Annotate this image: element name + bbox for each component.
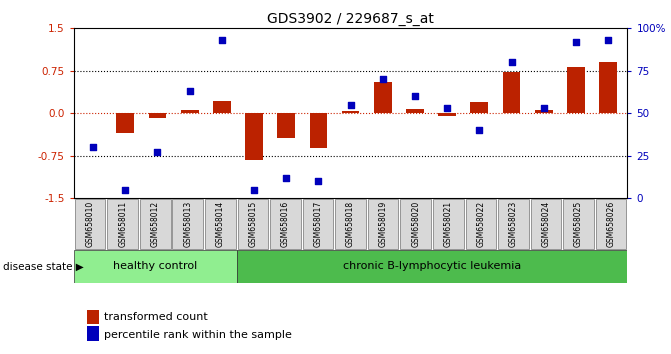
Text: GSM658022: GSM658022 bbox=[476, 201, 485, 247]
Bar bbox=[470, 102, 488, 113]
Bar bbox=[107, 199, 138, 249]
Text: GSM658024: GSM658024 bbox=[541, 201, 550, 247]
Text: GSM658010: GSM658010 bbox=[86, 201, 95, 247]
Bar bbox=[117, 113, 134, 133]
Bar bbox=[336, 199, 366, 249]
Text: disease state ▶: disease state ▶ bbox=[3, 261, 84, 272]
Bar bbox=[180, 110, 199, 113]
Point bbox=[249, 187, 260, 193]
Bar bbox=[535, 110, 552, 113]
Bar bbox=[498, 199, 529, 249]
Point bbox=[442, 105, 452, 111]
Text: GSM658014: GSM658014 bbox=[216, 201, 225, 247]
Bar bbox=[74, 250, 237, 283]
Point bbox=[570, 39, 581, 45]
Text: GSM658021: GSM658021 bbox=[444, 201, 453, 247]
Bar bbox=[433, 199, 464, 249]
Bar bbox=[270, 199, 301, 249]
Bar bbox=[596, 199, 627, 249]
Bar bbox=[438, 113, 456, 115]
Text: transformed count: transformed count bbox=[104, 312, 208, 322]
Bar bbox=[531, 199, 561, 249]
Point bbox=[377, 76, 388, 82]
Text: GSM658017: GSM658017 bbox=[313, 201, 323, 247]
Bar bbox=[401, 199, 431, 249]
Text: GSM658023: GSM658023 bbox=[509, 201, 518, 247]
Point bbox=[409, 93, 420, 99]
Bar bbox=[205, 199, 236, 249]
Bar bbox=[238, 199, 268, 249]
Point bbox=[152, 149, 163, 155]
Text: GSM658019: GSM658019 bbox=[378, 201, 388, 247]
Title: GDS3902 / 229687_s_at: GDS3902 / 229687_s_at bbox=[267, 12, 434, 26]
Bar bbox=[374, 82, 392, 113]
Bar bbox=[237, 250, 627, 283]
Point bbox=[120, 187, 131, 193]
Bar bbox=[406, 109, 424, 113]
Text: GSM658012: GSM658012 bbox=[151, 201, 160, 247]
Point bbox=[506, 59, 517, 65]
Bar bbox=[213, 101, 231, 113]
Bar bbox=[303, 199, 333, 249]
Point bbox=[474, 127, 484, 133]
Bar bbox=[277, 113, 295, 138]
Text: GSM658020: GSM658020 bbox=[411, 201, 420, 247]
Point bbox=[185, 88, 195, 94]
Text: percentile rank within the sample: percentile rank within the sample bbox=[104, 330, 292, 339]
Text: GSM658018: GSM658018 bbox=[346, 201, 355, 247]
Point bbox=[603, 38, 613, 43]
Bar bbox=[368, 199, 399, 249]
Text: GSM658015: GSM658015 bbox=[248, 201, 258, 247]
Bar bbox=[466, 199, 496, 249]
Bar bbox=[342, 111, 360, 113]
Point bbox=[281, 175, 292, 181]
Bar bbox=[599, 62, 617, 113]
Bar bbox=[567, 67, 584, 113]
Bar bbox=[309, 113, 327, 148]
Bar bbox=[245, 113, 263, 160]
Text: healthy control: healthy control bbox=[113, 261, 197, 272]
Point bbox=[538, 105, 549, 111]
Text: chronic B-lymphocytic leukemia: chronic B-lymphocytic leukemia bbox=[343, 261, 521, 272]
Bar bbox=[140, 199, 170, 249]
Text: GSM658025: GSM658025 bbox=[574, 201, 583, 247]
Bar bbox=[563, 199, 594, 249]
Bar bbox=[172, 199, 203, 249]
Text: GSM658013: GSM658013 bbox=[183, 201, 193, 247]
Bar bbox=[74, 199, 105, 249]
Bar bbox=[503, 73, 521, 113]
Point bbox=[88, 144, 99, 150]
Bar bbox=[149, 113, 166, 118]
Point bbox=[217, 38, 227, 43]
Text: GSM658016: GSM658016 bbox=[281, 201, 290, 247]
Text: GSM658026: GSM658026 bbox=[607, 201, 615, 247]
Point bbox=[345, 102, 356, 108]
Text: GSM658011: GSM658011 bbox=[118, 201, 127, 247]
Point bbox=[313, 178, 324, 184]
